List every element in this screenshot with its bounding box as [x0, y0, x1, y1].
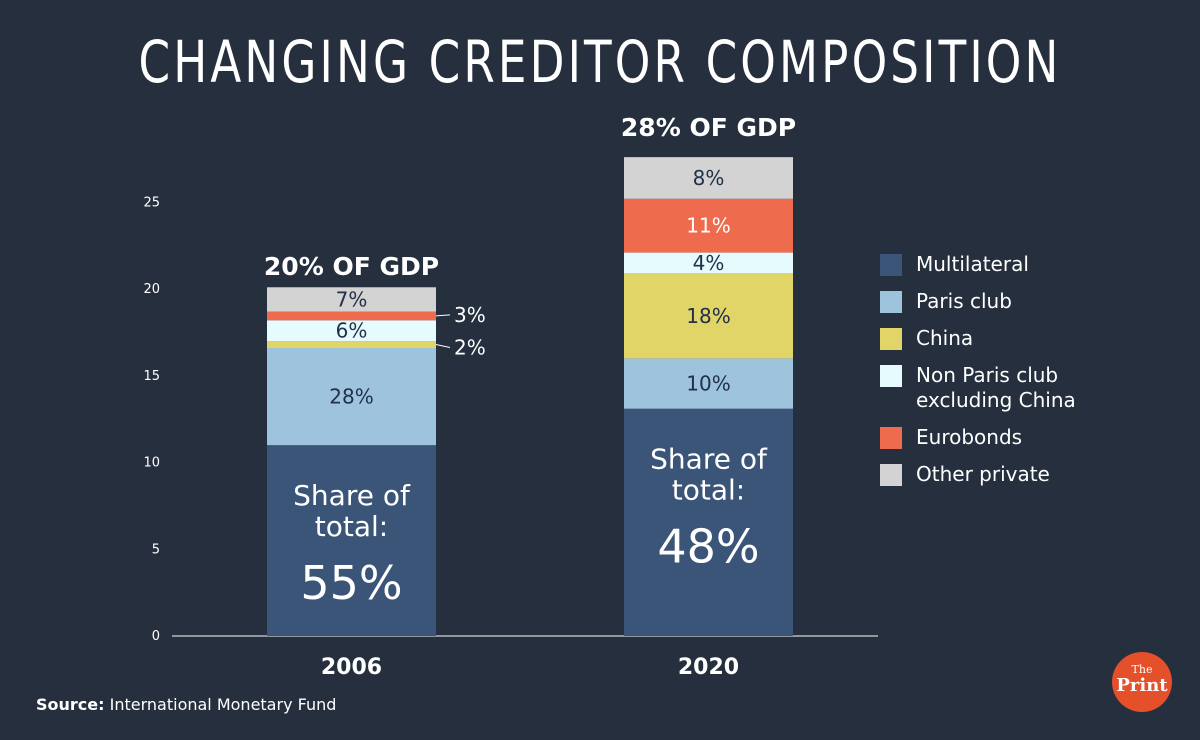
data-label: 2%: [454, 336, 486, 360]
total-gdp-label: 28% OF GDP: [621, 113, 796, 142]
bars: [267, 157, 793, 636]
bar-segment-other-private: [624, 157, 793, 199]
y-tick-label: 20: [143, 282, 160, 297]
legend-label: Other private: [916, 462, 1050, 486]
legend-label: China: [916, 326, 974, 350]
legend-swatch: [880, 328, 902, 350]
legend-item: Eurobonds: [880, 425, 1180, 450]
bar-segment-china: [624, 273, 793, 359]
legend-item: Multilateral: [880, 252, 1180, 277]
data-label: 6%: [336, 319, 368, 343]
callout-line: [435, 314, 451, 317]
legend-swatch: [880, 254, 902, 276]
legend-label: Eurobonds: [916, 425, 1023, 449]
logo-line1: The: [1131, 663, 1153, 676]
legend-item: Non Paris club excluding China: [880, 363, 1180, 413]
legend-item: China: [880, 326, 1180, 351]
callout-line: [435, 344, 451, 349]
legend-item: Other private: [880, 462, 1180, 487]
legend-label: Multilateral: [916, 252, 1029, 276]
legend-swatch: [880, 291, 902, 313]
legend-swatch: [880, 464, 902, 486]
data-label: 10%: [686, 372, 730, 396]
data-label: 28%: [329, 385, 373, 409]
y-tick-label: 5: [152, 542, 160, 557]
data-label: 18%: [686, 304, 730, 328]
x-category-label: 2006: [321, 655, 382, 680]
theprint-logo: The Print: [1112, 652, 1172, 712]
source-label: Source:: [36, 695, 105, 714]
data-label: 4%: [693, 251, 725, 275]
legend-label: Non Paris club excluding China: [916, 363, 1076, 412]
share-value: 55%: [300, 556, 402, 610]
y-tick-label: 25: [143, 195, 160, 210]
bar-segment-paris-club: [624, 358, 793, 409]
share-label-line1: Share of: [293, 479, 411, 512]
bar-segment-non-paris-club-excluding-china: [624, 252, 793, 274]
source-note: Source: International Monetary Fund: [36, 695, 336, 714]
share-label-line1: Share of: [650, 443, 768, 476]
logo-line2: Print: [1116, 675, 1168, 696]
bar-segment-other-private: [267, 287, 436, 312]
y-tick-label: 0: [152, 629, 160, 644]
data-label: 11%: [686, 214, 730, 238]
bar-segment-eurobonds: [267, 311, 436, 321]
data-label: 8%: [693, 166, 725, 190]
bar-segment-non-paris-club-excluding-china: [267, 320, 436, 342]
legend: Multilateral Paris club China Non Paris clu…: [880, 252, 1180, 499]
total-gdp-label: 20% OF GDP: [264, 252, 439, 281]
source-text: International Monetary Fund: [109, 695, 337, 714]
x-category-label: 2020: [678, 655, 739, 680]
data-label: 3%: [454, 303, 486, 327]
share-label-line2: total:: [672, 474, 745, 507]
share-value: 48%: [657, 520, 759, 574]
chart-title: CHANGING CREDITOR COMPOSITION: [138, 28, 1062, 96]
bar-segment-china: [267, 341, 436, 348]
legend-swatch: [880, 365, 902, 387]
legend-swatch: [880, 427, 902, 449]
bar-segment-multilateral: [624, 408, 793, 636]
bar-segment-multilateral: [267, 445, 436, 636]
share-label-line2: total:: [315, 510, 388, 543]
y-tick-label: 15: [143, 369, 160, 384]
legend-item: Paris club: [880, 289, 1180, 314]
legend-label: Paris club: [916, 289, 1012, 313]
bar-segment-eurobonds: [624, 198, 793, 253]
y-tick-label: 10: [143, 456, 160, 471]
bar-segment-paris-club: [267, 347, 436, 446]
data-label: 7%: [336, 287, 368, 311]
